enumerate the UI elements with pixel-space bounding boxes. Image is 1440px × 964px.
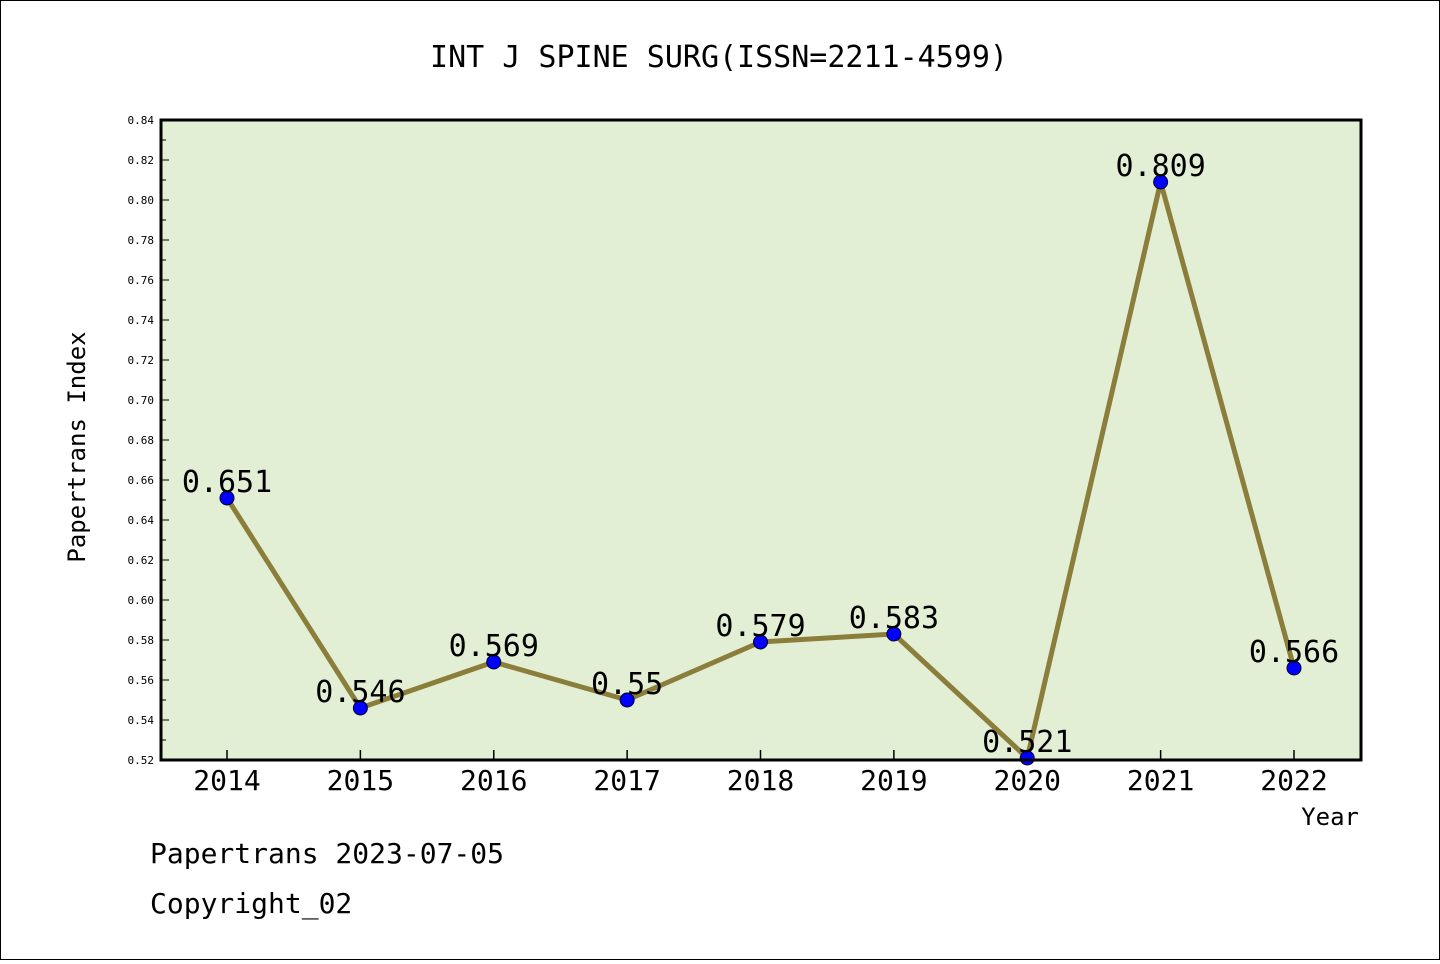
y-tick-label: 0.76 (128, 274, 155, 287)
plot-border (159, 118, 1363, 762)
x-tick-label: 2017 (593, 764, 660, 797)
data-point-label: 0.566 (1249, 635, 1339, 670)
data-point-label: 0.583 (849, 601, 939, 636)
y-axis-ticks: 0.52 0.54 0.56 0.58 0.60 0.62 0.64 0.66 0.68 0.70… (128, 114, 169, 767)
x-tick-label: 2022 (1260, 764, 1327, 797)
y-tick-label: 0.66 (128, 474, 155, 487)
chart-title: INT J SPINE SURG(ISSN=2211-4599) (430, 40, 1008, 75)
x-axis-label: Year (1301, 803, 1359, 831)
x-tick-label: 2019 (860, 764, 927, 797)
data-point-marker (486, 654, 502, 670)
y-tick-label: 0.74 (128, 314, 155, 327)
data-point-marker (219, 490, 235, 506)
data-point-marker (753, 634, 768, 650)
y-tick-label: 0.68 (128, 434, 155, 447)
data-point-label: 0.579 (715, 609, 805, 644)
y-tick-label: 0.62 (128, 554, 155, 567)
data-point-label: 0.569 (449, 629, 539, 664)
y-tick-label: 0.60 (128, 594, 155, 607)
data-point-marker (352, 700, 368, 716)
data-point-label: 0.546 (315, 675, 405, 710)
x-tick-label: 2015 (327, 764, 394, 797)
x-tick-label: 2014 (193, 764, 260, 797)
data-point-label: 0.809 (1115, 149, 1205, 184)
y-tick-label: 0.80 (128, 194, 155, 207)
y-tick-label: 0.56 (128, 674, 155, 687)
x-tick-label: 2016 (460, 764, 527, 797)
y-tick-label: 0.54 (128, 714, 155, 727)
x-axis-ticks: 2014 2015 2016 2017 2018 2019 2020 2021 2022 (193, 750, 1328, 797)
y-tick-label: 0.64 (128, 514, 155, 527)
y-tick-label: 0.72 (128, 354, 155, 367)
data-point-marker (619, 692, 635, 708)
y-tick-label: 0.84 (128, 114, 155, 127)
x-tick-label: 2018 (727, 764, 794, 797)
y-tick-label: 0.82 (128, 154, 155, 167)
y-axis-label: Papertrans Index (63, 331, 91, 562)
data-point-marker (1153, 174, 1169, 190)
data-labels: 0.651 0.546 0.569 0.55 0.579 0.583 0.521 0.809 0… (182, 149, 1339, 760)
data-point-marker (1286, 660, 1302, 676)
data-point-marker (886, 626, 902, 642)
data-point-label: 0.55 (591, 667, 663, 702)
y-tick-label: 0.52 (128, 754, 155, 767)
y-tick-label: 0.58 (128, 634, 155, 647)
x-tick-label: 2020 (994, 764, 1061, 797)
y-tick-label: 0.78 (128, 234, 155, 247)
y-tick-label: 0.70 (128, 394, 155, 407)
data-markers (219, 174, 1302, 766)
footer-copyright: Copyright_02 (150, 887, 352, 921)
footer-date: Papertrans 2023-07-05 (150, 837, 504, 870)
plot-area (161, 120, 1361, 760)
data-point-label: 0.521 (982, 725, 1072, 760)
data-point-label: 0.651 (182, 465, 272, 500)
x-tick-label: 2021 (1127, 764, 1194, 797)
